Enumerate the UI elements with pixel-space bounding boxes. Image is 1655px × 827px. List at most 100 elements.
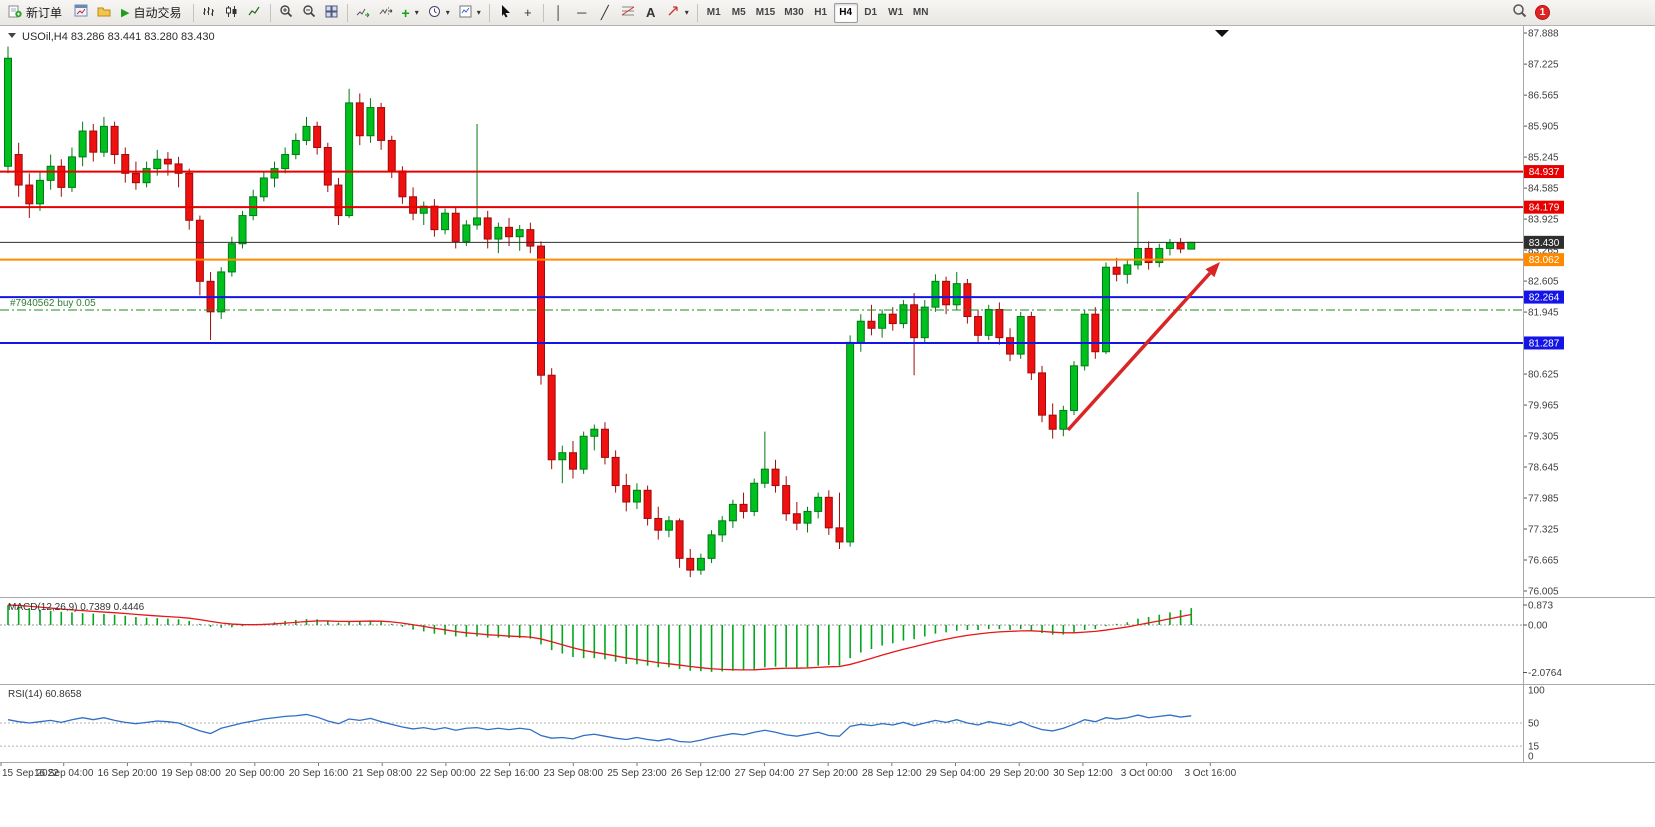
autotrading-button[interactable]: ▶ 自动交易 (116, 2, 188, 24)
time-label: 26 Sep 12:00 (671, 768, 731, 779)
price-tick-label: 77.325 (1528, 525, 1559, 536)
candle-bullish (35, 179, 44, 205)
candle-bearish (14, 154, 23, 186)
price-tick-label: 83.265 (1528, 246, 1559, 257)
candle-bullish (227, 243, 236, 273)
candlestick-icon (225, 5, 238, 21)
rsi-scale-0: 0 (1528, 752, 1534, 763)
candle-bearish (526, 229, 535, 247)
fibonacci-button[interactable] (617, 2, 639, 24)
zoom-out-button[interactable] (298, 2, 320, 24)
new-chart-button[interactable] (70, 2, 92, 24)
candle-bullish (302, 125, 311, 141)
vertical-line-button[interactable]: │ (548, 2, 570, 24)
candle-bearish (355, 102, 364, 137)
toolbar-separator (269, 3, 271, 22)
price-chart[interactable]: #7940562 buy 0.05 87.888 87.225 86.565 85.9… (0, 26, 1655, 827)
chart-shift-marker[interactable] (1215, 30, 1229, 37)
candle-bearish (782, 485, 791, 515)
price-tick-label: 81.945 (1528, 308, 1559, 319)
time-label: 23 Sep 08:00 (544, 768, 604, 779)
zoom-in-button[interactable] (275, 2, 297, 24)
price-box-label: 81.287 (1529, 338, 1560, 349)
cursor-icon (499, 4, 511, 21)
timeframe-m5-button[interactable]: M5 (731, 7, 746, 18)
timeframe-m1-button[interactable]: M1 (706, 7, 721, 18)
rsi-scale-15: 15 (1528, 742, 1540, 753)
timeframe-d1-button[interactable]: D1 (864, 7, 878, 18)
candle-bearish (131, 172, 140, 184)
timeframe-h4-button[interactable]: H4 (833, 2, 858, 23)
candle-bearish (600, 428, 609, 458)
time-label: 27 Sep 20:00 (798, 768, 858, 779)
candle-bearish (537, 245, 545, 376)
chevron-down-icon: ▾ (476, 8, 481, 17)
trendline-button[interactable]: ╱ (594, 2, 616, 24)
candle-bearish (910, 304, 919, 339)
candle-bearish (792, 513, 801, 524)
time-label: 29 Sep 20:00 (989, 768, 1049, 779)
time-label: 3 Oct 16:00 (1184, 768, 1236, 779)
auto-scroll-button[interactable] (352, 2, 374, 24)
price-box (1524, 200, 1564, 214)
candle-bullish (803, 510, 812, 524)
indicators-menu-button[interactable]: + ▾ (398, 2, 423, 24)
candle-bearish (409, 196, 418, 214)
price-tick-label: 80.625 (1528, 370, 1559, 381)
price-tick-label: 79.965 (1528, 401, 1559, 412)
search-icon[interactable] (1512, 3, 1527, 23)
periods-menu-button[interactable]: ▾ (424, 2, 454, 24)
one-click-trading-toggle-icon[interactable] (8, 33, 16, 38)
candle-bearish (654, 517, 663, 531)
candle-bearish (963, 283, 972, 318)
candle-bullish (814, 496, 823, 512)
bar-chart-icon (202, 5, 215, 21)
timeframe-m15-button[interactable]: M15 (755, 7, 776, 18)
new-order-button[interactable]: 新订单 (3, 2, 69, 24)
candle-bearish (451, 212, 460, 242)
candle-bearish (505, 226, 514, 238)
timeframe-m30-button[interactable]: M30 (784, 7, 804, 18)
price-tick-label: 79.305 (1528, 432, 1559, 443)
rsi-label: RSI(14) 60.8658 (8, 689, 82, 700)
candle-bearish (163, 158, 172, 165)
auto-scroll-icon (356, 5, 370, 21)
toolbar-separator (542, 3, 544, 22)
notification-badge[interactable]: 1 (1535, 5, 1550, 20)
horizontal-line-button[interactable]: ─ (571, 2, 593, 24)
price-box (1524, 235, 1564, 249)
chart-shift-button[interactable] (375, 2, 397, 24)
tile-windows-button[interactable] (321, 2, 343, 24)
crosshair-button[interactable]: + (517, 2, 539, 24)
text-tool-button[interactable]: A (640, 2, 662, 24)
candle-bearish (1112, 266, 1121, 275)
timeframe-mn-button[interactable]: MN (912, 7, 929, 18)
time-label: 22 Sep 16:00 (480, 768, 540, 779)
profiles-button[interactable] (93, 2, 115, 24)
timeframe-h1-button[interactable]: H1 (814, 7, 828, 18)
open-trade-label: #7940562 buy 0.05 (10, 298, 96, 309)
candlestick-chart-button[interactable] (221, 2, 243, 24)
candle-bullish (78, 130, 87, 158)
rsi-scale-50: 50 (1528, 719, 1540, 730)
trendline-icon: ╱ (600, 5, 609, 20)
candle-bearish (611, 456, 620, 487)
candle-bullish (345, 102, 354, 217)
trend-arrow-head (1205, 262, 1220, 278)
candle-bullish (846, 341, 855, 543)
candle-bearish (974, 316, 983, 336)
candle-bullish (558, 452, 567, 461)
fibonacci-icon (621, 5, 635, 20)
bar-chart-button[interactable] (198, 2, 220, 24)
candle-bearish (771, 468, 780, 487)
candle-bearish (25, 184, 34, 205)
candle-bearish (483, 217, 492, 240)
candle-bullish (579, 435, 588, 470)
timeframe-w1-button[interactable]: W1 (888, 7, 904, 18)
templates-menu-button[interactable]: ▾ (455, 2, 485, 24)
arrows-menu-button[interactable]: ▾ (663, 2, 693, 24)
line-chart-button[interactable] (244, 2, 266, 24)
time-label: 25 Sep 23:00 (607, 768, 667, 779)
cursor-button[interactable] (494, 2, 516, 24)
candle-bullish (664, 520, 673, 531)
